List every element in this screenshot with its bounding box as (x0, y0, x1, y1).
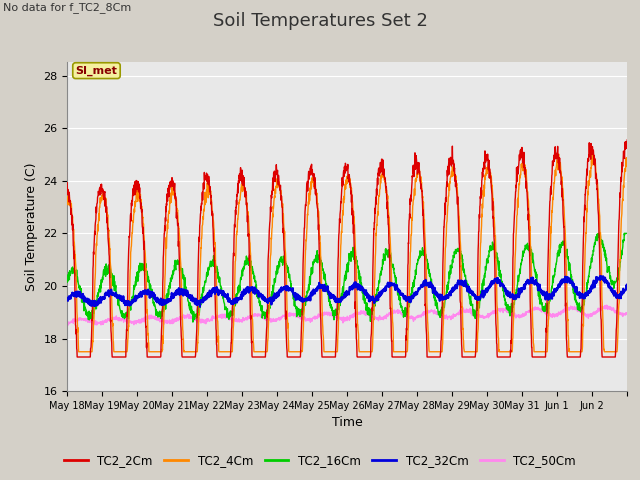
Text: SI_met: SI_met (76, 65, 117, 76)
Legend: TC2_2Cm, TC2_4Cm, TC2_16Cm, TC2_32Cm, TC2_50Cm: TC2_2Cm, TC2_4Cm, TC2_16Cm, TC2_32Cm, TC… (60, 449, 580, 472)
Y-axis label: Soil Temperature (C): Soil Temperature (C) (25, 163, 38, 291)
X-axis label: Time: Time (332, 417, 363, 430)
Text: Soil Temperatures Set 2: Soil Temperatures Set 2 (212, 12, 428, 30)
Text: No data for f_TC2_8Cm: No data for f_TC2_8Cm (3, 2, 131, 13)
